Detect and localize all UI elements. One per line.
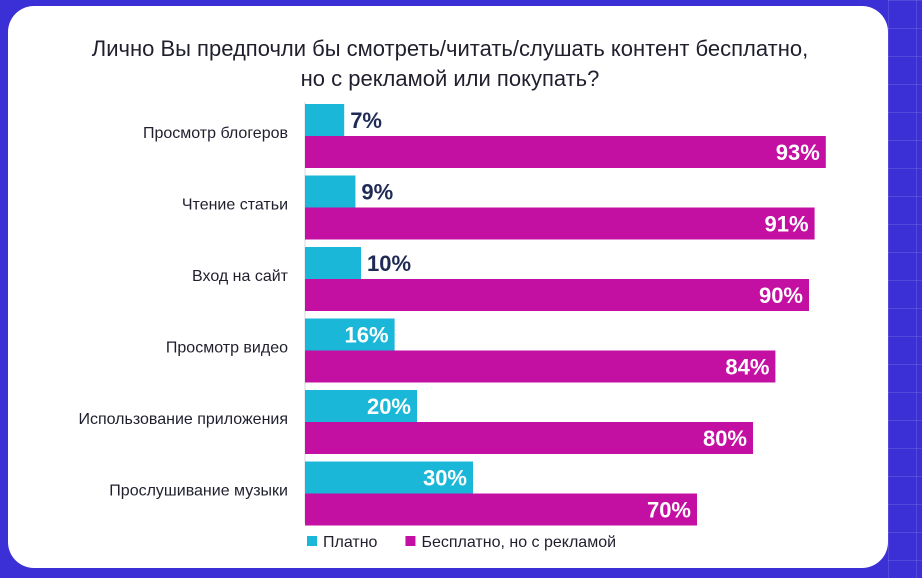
bar-free-with-ads (305, 350, 776, 383)
category-label: Вход на сайт (192, 268, 289, 285)
chart-title-line-1: Лично Вы предпочли бы смотреть/читать/сл… (91, 36, 809, 61)
data-label: 10% (367, 251, 411, 276)
data-label: 90% (759, 283, 803, 308)
data-label: 16% (345, 323, 389, 348)
category-label: Просмотр видео (166, 340, 288, 357)
data-label: 70% (647, 498, 691, 523)
bar-paid (305, 104, 345, 136)
bar-paid (305, 390, 417, 422)
data-label: 84% (725, 355, 769, 380)
bar-paid (305, 318, 395, 351)
bar-free-with-ads (305, 207, 815, 240)
data-label: 20% (367, 394, 411, 419)
bar-paid (305, 247, 361, 279)
chart-title-line-2: но с рекламой или покупать? (300, 66, 600, 91)
data-label: 93% (776, 140, 820, 165)
bar-free-with-ads (305, 422, 753, 454)
legend-swatch (307, 536, 317, 546)
chart-title: Лично Вы предпочли бы смотреть/читать/сл… (0, 34, 900, 94)
legend-swatch (405, 536, 416, 546)
data-label: 91% (765, 212, 809, 237)
bar-paid (305, 461, 473, 494)
bar-paid (305, 175, 356, 208)
category-label: Чтение статьи (182, 197, 288, 214)
data-label: 30% (423, 466, 467, 491)
category-label: Прослушивание музыки (109, 483, 288, 500)
background-grid-decoration (888, 0, 922, 578)
category-label: Просмотр блогеров (143, 125, 288, 142)
legend-label: Платно (323, 534, 378, 551)
data-label: 9% (361, 180, 393, 205)
bar-free-with-ads (305, 136, 826, 168)
bar-free-with-ads (305, 279, 809, 311)
data-label: 80% (703, 426, 747, 451)
data-label: 7% (350, 108, 382, 133)
bar-free-with-ads (305, 493, 697, 526)
category-label: Использование приложения (78, 411, 288, 428)
legend-label: Бесплатно, но с рекламой (421, 534, 616, 551)
